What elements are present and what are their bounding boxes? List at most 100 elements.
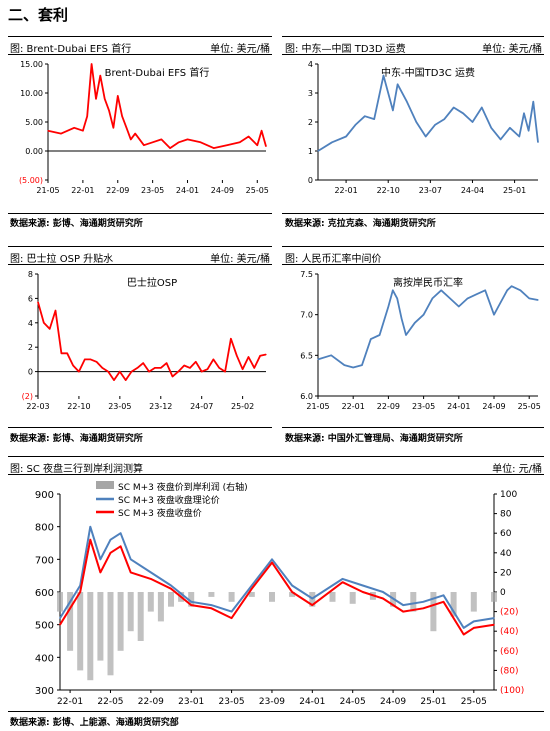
data-point — [130, 371, 133, 373]
x-tick-label: 24-09 — [211, 186, 234, 195]
data-point — [195, 361, 197, 363]
data-point — [99, 558, 102, 560]
y-tick-label: 0 — [28, 368, 33, 377]
data-point — [345, 135, 347, 138]
data-point — [265, 353, 267, 356]
y-tick-label: 0 — [308, 176, 313, 185]
data-point — [475, 293, 477, 295]
data-point — [212, 358, 214, 360]
data-point — [230, 617, 233, 619]
data-point — [406, 101, 408, 103]
data-point — [402, 610, 404, 613]
panel1-unit: 单位: 美元/桶 — [210, 44, 270, 55]
data-point — [493, 617, 495, 619]
data-point — [392, 289, 394, 291]
x-tick-label: 24-04 — [461, 186, 484, 195]
data-point — [60, 352, 63, 354]
legend-swatch — [96, 481, 114, 489]
series-line-2 — [59, 538, 495, 636]
panel2-unit: 单位: 美元/桶 — [482, 44, 542, 55]
profit-bar — [491, 592, 497, 602]
data-point — [440, 289, 442, 291]
data-point — [109, 539, 112, 541]
y-right-tick-label: (40) — [500, 627, 518, 637]
data-point — [201, 371, 203, 373]
y-left-tick-label: 300 — [35, 686, 54, 697]
data-point — [248, 135, 250, 138]
data-point — [190, 601, 192, 603]
data-point — [112, 127, 114, 129]
data-point — [119, 371, 121, 373]
section-title: 二、套利 — [8, 6, 69, 24]
panel3-header-rule — [8, 264, 272, 265]
data-point — [532, 101, 534, 103]
data-point — [230, 338, 232, 340]
y-tick-label: 6.5 — [300, 351, 313, 360]
y-tick-label: 15.00 — [20, 60, 43, 69]
data-point — [101, 367, 103, 369]
data-point — [256, 144, 258, 146]
data-point — [405, 334, 407, 336]
data-point — [109, 552, 112, 554]
data-point — [362, 584, 364, 587]
data-point — [362, 591, 364, 593]
profit-bar — [157, 592, 164, 622]
panel2-top-rule — [282, 36, 544, 37]
data-point — [171, 375, 174, 378]
data-point — [497, 305, 499, 308]
profit-bar — [188, 592, 195, 607]
data-point — [423, 314, 425, 316]
data-point — [382, 597, 384, 600]
profit-bar — [77, 592, 84, 671]
data-point — [148, 371, 150, 373]
x-tick-label: 25-01 — [420, 697, 446, 707]
y-right-tick-label: 80 — [500, 510, 512, 520]
panel1-header-rule — [8, 54, 272, 55]
x-tick-label: 23-07 — [419, 186, 442, 195]
x-tick-label: 25-05 — [461, 697, 487, 707]
y-tick-label: 5.00 — [25, 118, 43, 127]
x-tick-label: 24-05 — [340, 697, 366, 707]
y-tick-label: 3 — [308, 89, 313, 98]
data-point — [392, 109, 394, 111]
data-point — [537, 299, 539, 301]
basrah-osp-chart: 8 6 4 2 0 (2)22-03 22-10 23-05 23-12 24-07 25-02 巴士… — [22, 270, 267, 411]
data-point — [210, 607, 213, 609]
data-point — [373, 118, 375, 120]
data-point — [253, 367, 255, 369]
x-tick-label: 24-09 — [482, 402, 505, 411]
data-point — [49, 328, 51, 330]
data-point — [95, 361, 98, 363]
data-point — [134, 133, 136, 135]
data-point — [37, 301, 39, 303]
data-point — [66, 352, 68, 354]
data-point — [160, 138, 162, 140]
x-tick-label: 22-10 — [377, 186, 400, 195]
data-point — [467, 297, 469, 299]
data-point — [213, 147, 215, 149]
data-point — [471, 121, 474, 123]
y-tick-label: 0.00 — [25, 147, 43, 156]
data-point — [463, 627, 465, 629]
data-point — [311, 604, 313, 606]
data-point — [89, 526, 92, 528]
profit-bar — [168, 592, 174, 607]
data-point — [493, 624, 495, 626]
profit-bar — [470, 592, 477, 612]
y-tick-label: 2 — [28, 343, 33, 352]
panel5-header: 图: SC 夜盘三行到岸利润测算 — [10, 464, 144, 475]
data-point — [125, 379, 127, 381]
data-point — [200, 141, 202, 143]
y-tick-label: 2 — [308, 118, 313, 127]
data-point — [397, 83, 399, 85]
data-point — [511, 285, 513, 287]
data-point — [104, 98, 106, 100]
data-point — [47, 130, 49, 132]
panel5-unit: 单位: 元/桶 — [492, 464, 542, 475]
data-point — [54, 310, 57, 312]
data-point — [271, 561, 273, 564]
data-point — [387, 305, 389, 308]
data-point — [414, 322, 416, 324]
data-point — [291, 584, 293, 587]
panel1-source: 数据来源: 彭博、海通期货研究所 — [10, 219, 143, 229]
